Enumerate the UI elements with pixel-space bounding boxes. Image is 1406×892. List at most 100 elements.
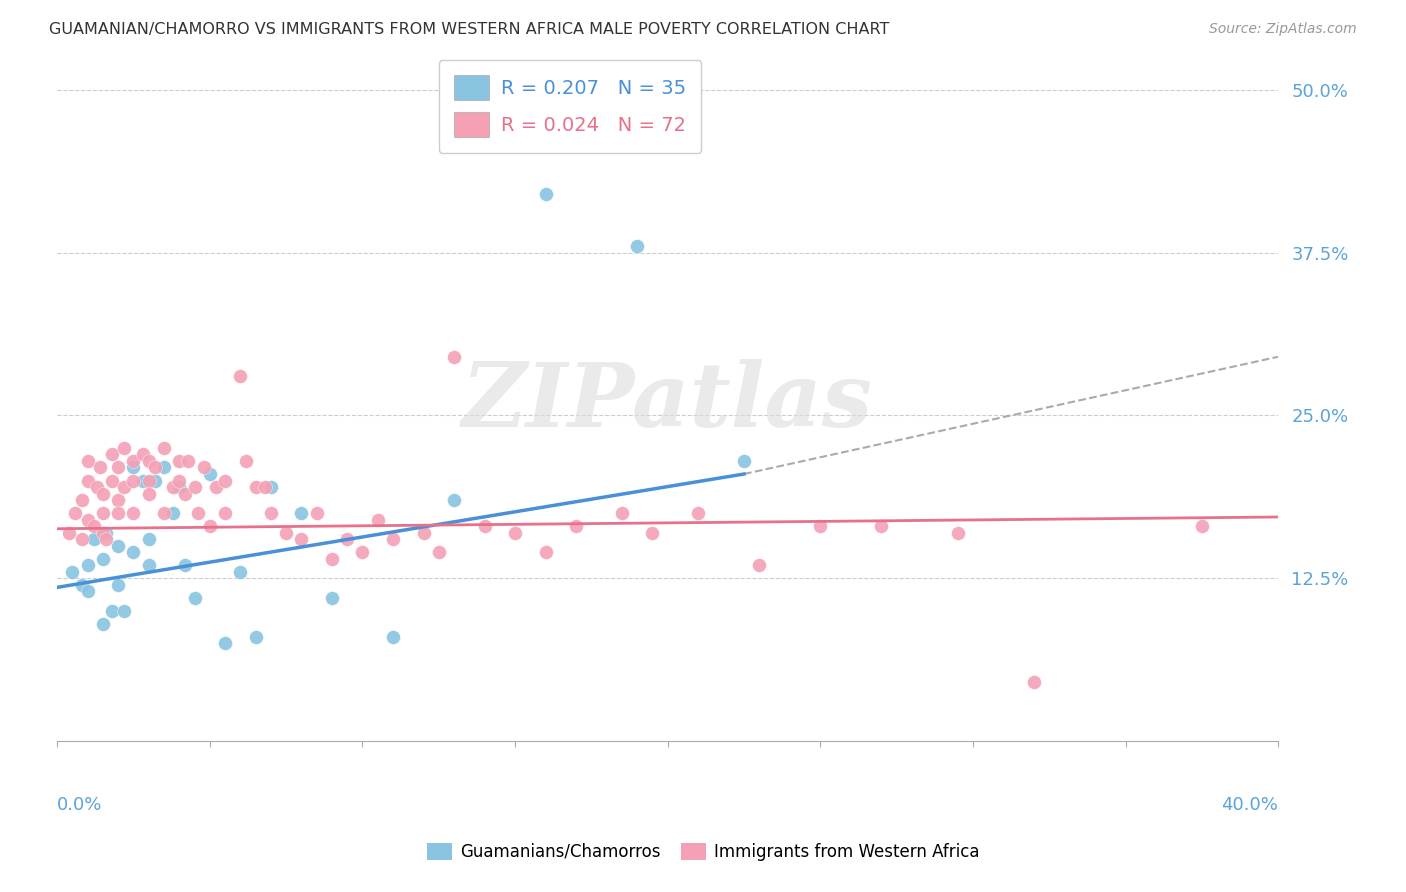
Point bbox=[138, 474, 160, 488]
Text: 0.0%: 0.0% bbox=[58, 796, 103, 814]
Point bbox=[169, 454, 191, 468]
Point bbox=[427, 545, 450, 559]
Point bbox=[138, 532, 160, 546]
Point bbox=[70, 493, 93, 508]
Point bbox=[101, 604, 124, 618]
Point bbox=[62, 565, 84, 579]
Point bbox=[91, 506, 114, 520]
Point bbox=[162, 506, 184, 520]
Point bbox=[321, 551, 343, 566]
Text: Source: ZipAtlas.com: Source: ZipAtlas.com bbox=[1209, 22, 1357, 37]
Point bbox=[112, 604, 135, 618]
Point bbox=[214, 474, 236, 488]
Point bbox=[58, 525, 80, 540]
Point bbox=[641, 525, 664, 540]
Point bbox=[107, 493, 129, 508]
Point bbox=[534, 186, 557, 201]
Legend: R = 0.207   N = 35, R = 0.024   N = 72: R = 0.207 N = 35, R = 0.024 N = 72 bbox=[439, 60, 702, 153]
Point bbox=[122, 506, 145, 520]
Legend: Guamanians/Chamorros, Immigrants from Western Africa: Guamanians/Chamorros, Immigrants from We… bbox=[420, 836, 986, 868]
Point bbox=[76, 513, 98, 527]
Point bbox=[83, 532, 105, 546]
Point bbox=[565, 519, 588, 533]
Point bbox=[808, 519, 831, 533]
Point bbox=[183, 591, 205, 605]
Point bbox=[276, 525, 298, 540]
Point bbox=[177, 454, 200, 468]
Point bbox=[112, 441, 135, 455]
Point bbox=[260, 480, 283, 494]
Point bbox=[162, 480, 184, 494]
Point bbox=[381, 630, 404, 644]
Point bbox=[101, 447, 124, 461]
Point bbox=[138, 454, 160, 468]
Point bbox=[305, 506, 328, 520]
Point bbox=[131, 474, 153, 488]
Point bbox=[91, 616, 114, 631]
Point bbox=[91, 525, 114, 540]
Point bbox=[626, 239, 648, 253]
Point bbox=[94, 525, 117, 540]
Point bbox=[174, 558, 197, 573]
Point bbox=[381, 532, 404, 546]
Point bbox=[748, 558, 770, 573]
Point bbox=[229, 565, 252, 579]
Point bbox=[198, 467, 221, 481]
Point bbox=[138, 558, 160, 573]
Point bbox=[153, 506, 176, 520]
Point bbox=[143, 474, 166, 488]
Point bbox=[76, 474, 98, 488]
Point bbox=[153, 460, 176, 475]
Point bbox=[198, 519, 221, 533]
Point bbox=[91, 486, 114, 500]
Point bbox=[107, 578, 129, 592]
Point bbox=[253, 480, 276, 494]
Point bbox=[367, 513, 389, 527]
Point bbox=[94, 532, 117, 546]
Point bbox=[187, 506, 209, 520]
Point bbox=[733, 454, 755, 468]
Point bbox=[321, 591, 343, 605]
Point bbox=[122, 460, 145, 475]
Point bbox=[70, 578, 93, 592]
Point bbox=[290, 532, 312, 546]
Point bbox=[70, 532, 93, 546]
Point bbox=[1191, 519, 1213, 533]
Point bbox=[101, 474, 124, 488]
Text: 40.0%: 40.0% bbox=[1222, 796, 1278, 814]
Point bbox=[205, 480, 228, 494]
Point bbox=[290, 506, 312, 520]
Point bbox=[76, 584, 98, 599]
Point bbox=[91, 551, 114, 566]
Point bbox=[229, 369, 252, 384]
Point bbox=[112, 480, 135, 494]
Point bbox=[443, 350, 465, 364]
Point bbox=[89, 460, 111, 475]
Point bbox=[107, 506, 129, 520]
Point bbox=[412, 525, 434, 540]
Point bbox=[65, 506, 87, 520]
Point bbox=[122, 545, 145, 559]
Point bbox=[76, 558, 98, 573]
Point bbox=[474, 519, 496, 533]
Point bbox=[688, 506, 710, 520]
Text: GUAMANIAN/CHAMORRO VS IMMIGRANTS FROM WESTERN AFRICA MALE POVERTY CORRELATION CH: GUAMANIAN/CHAMORRO VS IMMIGRANTS FROM WE… bbox=[49, 22, 890, 37]
Point bbox=[245, 480, 267, 494]
Point bbox=[122, 474, 145, 488]
Point bbox=[534, 545, 557, 559]
Point bbox=[107, 539, 129, 553]
Point bbox=[193, 460, 215, 475]
Point bbox=[86, 480, 108, 494]
Point bbox=[76, 454, 98, 468]
Point bbox=[260, 506, 283, 520]
Point bbox=[443, 493, 465, 508]
Point bbox=[174, 486, 197, 500]
Point bbox=[610, 506, 633, 520]
Point bbox=[138, 486, 160, 500]
Point bbox=[235, 454, 257, 468]
Point bbox=[169, 474, 191, 488]
Point bbox=[153, 441, 176, 455]
Point bbox=[83, 519, 105, 533]
Point bbox=[131, 447, 153, 461]
Point bbox=[214, 506, 236, 520]
